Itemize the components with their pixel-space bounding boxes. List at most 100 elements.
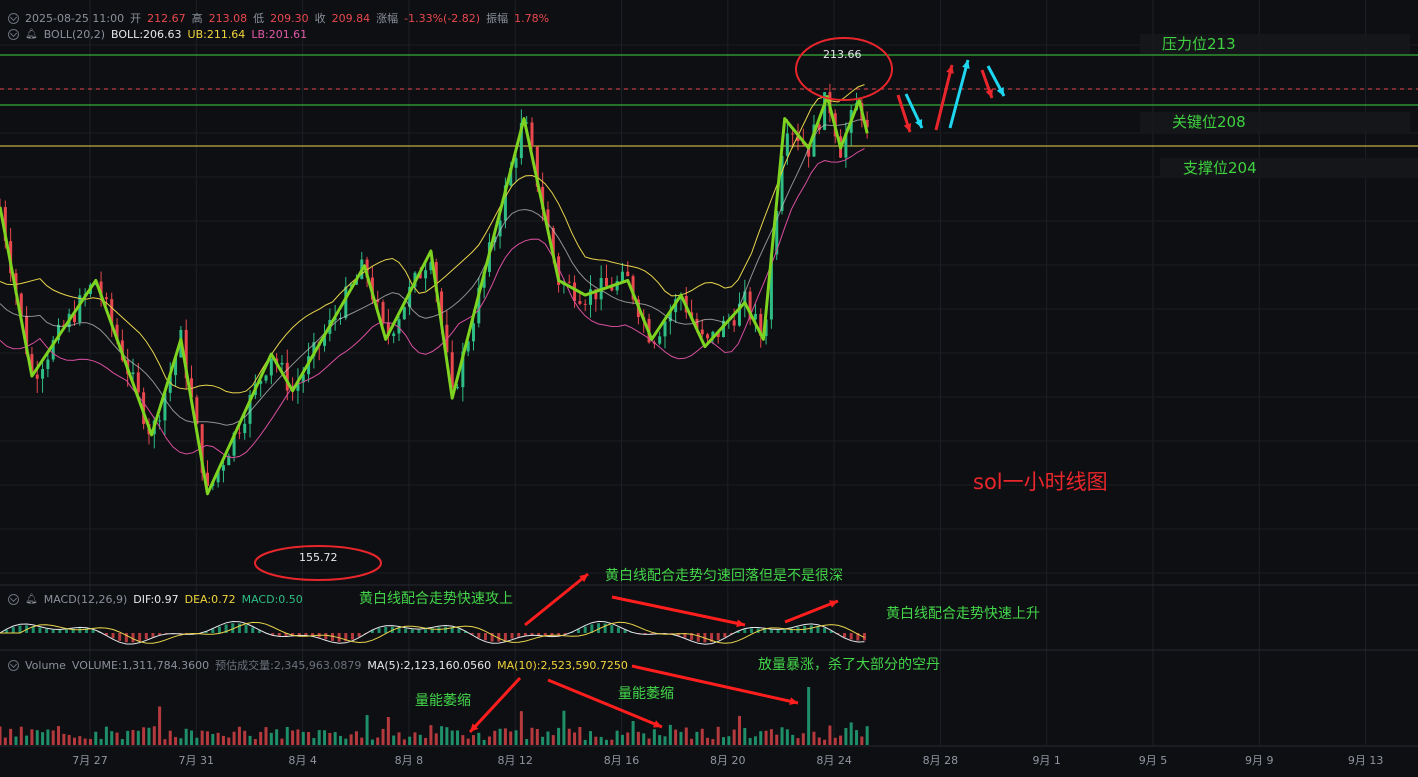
volume-bar (541, 736, 545, 745)
volume-bar (573, 732, 577, 745)
key-level-label: 关键位208 (1172, 113, 1246, 131)
candle-body (477, 287, 481, 324)
volume-label[interactable]: Volume (25, 658, 66, 672)
candle-body (514, 158, 518, 168)
candle-body (200, 424, 204, 473)
volume-bar (344, 738, 348, 745)
volume-bar (711, 739, 715, 745)
candle-date: 2025-08-25 11:00 (25, 11, 125, 25)
macd-bar (597, 623, 600, 633)
candle-body (461, 351, 465, 388)
note-arrow (468, 676, 522, 734)
macd-bar (650, 633, 654, 635)
candle-body (227, 455, 231, 466)
boll-header: 🔔︎ BOLL(20,2) BOLL:206.63 UB:211.64 LB:2… (8, 28, 307, 41)
bell-icon[interactable]: 🔔︎ (25, 29, 38, 40)
candle-body (237, 432, 241, 434)
candle-body (716, 331, 720, 338)
level-bg (1140, 34, 1410, 54)
volume-bar (243, 730, 247, 745)
forecast-arrow-down-red-head (903, 123, 912, 132)
volume-bar (562, 710, 566, 745)
candle-body (3, 207, 7, 242)
collapse-icon[interactable] (8, 659, 19, 671)
bell-icon[interactable]: 🔔︎ (25, 594, 38, 605)
volume-ma5: MA(5):2,123,160.0560 (367, 658, 492, 672)
candle-body (99, 281, 103, 298)
candle-body (695, 318, 699, 330)
volume-bar (397, 732, 401, 745)
macd-bar (696, 633, 700, 642)
x-tick-label: 9月 5 (1138, 754, 1168, 767)
x-tick-label: 9月 9 (1245, 754, 1274, 767)
note-arrow (631, 664, 799, 705)
volume-bar (753, 736, 757, 745)
candle-body (535, 146, 539, 187)
volume-bar (205, 731, 209, 745)
candle-body (216, 470, 220, 483)
macd-bar (244, 624, 248, 633)
macd-dea: DEA:0.72 (184, 593, 236, 606)
macd-bar (5, 629, 9, 633)
candle-body (466, 341, 470, 352)
macd-label[interactable]: MACD(12,26,9) (43, 593, 128, 606)
note-arrow-head (579, 574, 588, 583)
volume-bar (413, 732, 417, 745)
macd-bar (78, 628, 82, 633)
candle-body (456, 387, 460, 389)
macd-bar (550, 633, 554, 637)
macd-bar (836, 633, 840, 635)
macd-bar (849, 633, 853, 640)
volume-bar (557, 727, 561, 745)
macd-bar (563, 633, 567, 635)
boll-label[interactable]: BOLL(20,2) (43, 28, 106, 41)
macd-bar (45, 628, 49, 633)
macd-bar (224, 624, 228, 633)
volume-bar (365, 715, 369, 745)
candle-body (732, 320, 736, 326)
low-label: 低 (253, 12, 265, 25)
volume-bar (381, 728, 385, 745)
candle-body (706, 334, 710, 339)
macd-bar (457, 628, 461, 633)
macd-bar (503, 633, 507, 641)
macd-bar (284, 633, 288, 636)
forecast-arrow-down-red-2-head (985, 89, 993, 98)
candle-body (753, 313, 757, 320)
candle-body (30, 354, 34, 375)
volume-bar (83, 738, 87, 745)
macd-bar (510, 633, 514, 639)
macd-bar (311, 633, 315, 636)
volume-bar (67, 734, 71, 745)
candle-body (620, 271, 624, 282)
open-value: 212.67 (147, 11, 186, 25)
volume-bar (487, 736, 491, 745)
volume-bar (9, 728, 13, 745)
candle-body (503, 185, 507, 221)
collapse-icon[interactable] (8, 29, 19, 40)
macd-bar (816, 625, 820, 633)
volume-bar (679, 731, 683, 745)
boll-mid-band (0, 119, 865, 426)
candle-body (397, 319, 401, 334)
open-label: 开 (130, 12, 142, 25)
candle-body (775, 210, 779, 255)
collapse-icon[interactable] (8, 12, 19, 24)
candle-body (424, 270, 428, 279)
macd-bar (863, 633, 866, 641)
note-volume-shrink-1: 量能萎缩 (415, 693, 471, 709)
ohlc-header: 2025-08-25 11:00 开 212.67 高 213.08 低 209.30… (8, 10, 549, 26)
macd-bar (104, 633, 108, 636)
candle-body (25, 315, 29, 355)
note-rise: 黄白线配合走势快速上升 (886, 606, 1040, 622)
candle-body (221, 465, 225, 471)
macd-bar (723, 633, 727, 638)
volume-bar (386, 717, 390, 745)
candle-body (344, 286, 348, 318)
collapse-icon[interactable] (8, 594, 19, 605)
candle-body (312, 342, 316, 357)
volume-bar (418, 734, 422, 745)
candle-body (589, 289, 593, 305)
macd-bar (517, 633, 521, 637)
